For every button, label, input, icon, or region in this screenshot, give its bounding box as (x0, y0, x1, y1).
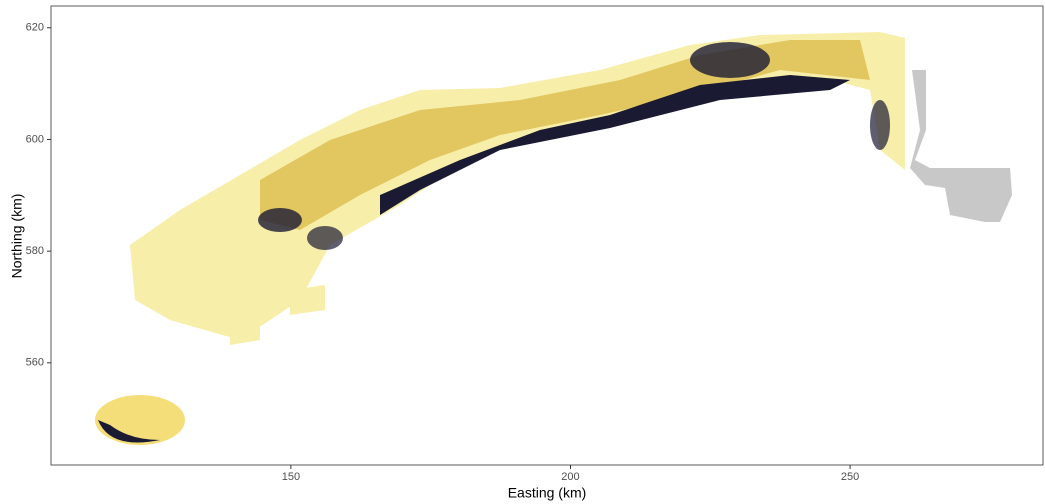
x-tick-label: 200 (561, 471, 579, 483)
land-dark (690, 42, 770, 78)
x-tick-label: 250 (841, 471, 859, 483)
land-light (95, 395, 185, 445)
map-layer (95, 32, 1012, 445)
outside-area (910, 70, 1012, 222)
chart: Easting (km) Northing (km) 150 200 250 560 5… (0, 0, 1045, 504)
x-axis-title: Easting (km) (508, 485, 587, 501)
land-light (230, 315, 260, 345)
y-tick-label: 600 (26, 133, 44, 145)
land-dark (870, 100, 890, 150)
x-tick-label: 150 (282, 471, 300, 483)
y-tick-label: 620 (26, 22, 44, 34)
land-dark (307, 226, 343, 250)
land-light (290, 285, 325, 315)
y-axis-title: Northing (km) (9, 194, 25, 279)
y-tick-label: 560 (26, 357, 44, 369)
y-tick-label: 580 (26, 245, 44, 257)
land-dark (258, 208, 302, 232)
page: Easting (km) Northing (km) 150 200 250 560 5… (0, 0, 1045, 504)
